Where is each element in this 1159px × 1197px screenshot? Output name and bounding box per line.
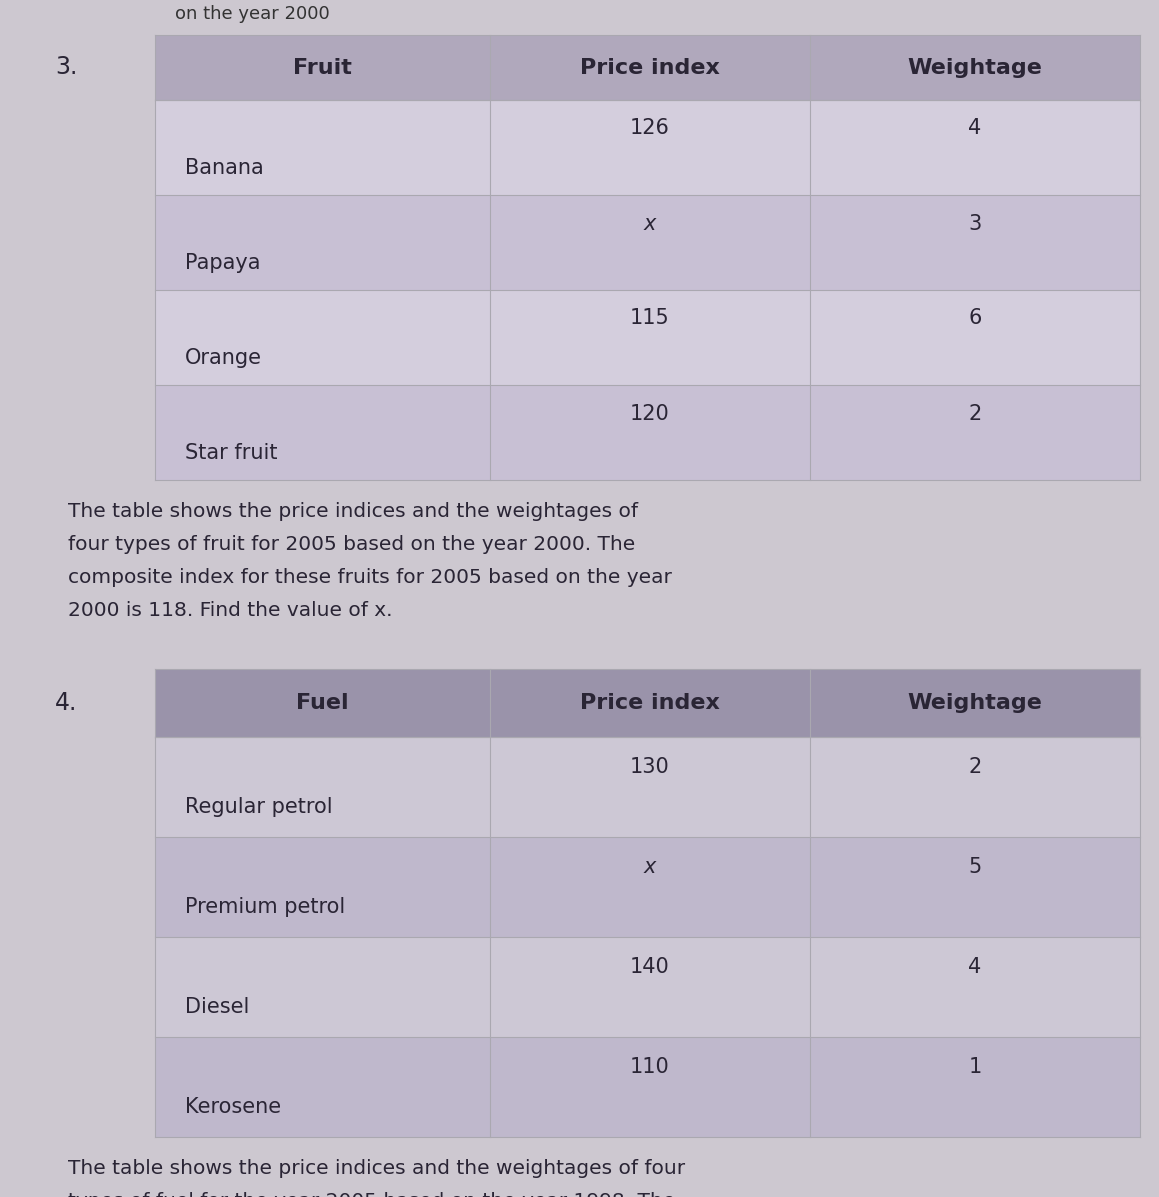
Text: 4.: 4. (54, 691, 78, 715)
Bar (155, 669, 490, 737)
Bar (490, 385, 810, 480)
Bar (155, 195, 490, 290)
Text: 120: 120 (630, 403, 670, 424)
Bar (155, 290, 490, 385)
Text: Premium petrol: Premium petrol (185, 897, 345, 917)
Text: 140: 140 (630, 956, 670, 977)
Text: Diesel: Diesel (185, 997, 249, 1017)
Bar (155, 35, 490, 101)
Bar (810, 737, 1140, 837)
Text: 6: 6 (968, 309, 982, 328)
Text: Star fruit: Star fruit (185, 443, 277, 463)
Text: 3.: 3. (54, 55, 78, 79)
Bar (490, 837, 810, 937)
Text: Weightage: Weightage (907, 693, 1042, 713)
Text: 126: 126 (630, 119, 670, 139)
Text: Regular petrol: Regular petrol (185, 797, 333, 818)
Bar (490, 35, 810, 101)
Text: x: x (643, 857, 656, 877)
Text: Kerosene: Kerosene (185, 1096, 282, 1117)
Bar (490, 737, 810, 837)
Bar (155, 837, 490, 937)
Bar (155, 101, 490, 195)
Text: composite index for these fruits for 2005 based on the year: composite index for these fruits for 200… (68, 569, 672, 587)
Text: four types of fruit for 2005 based on the year 2000. The: four types of fruit for 2005 based on th… (68, 535, 635, 554)
Bar (490, 937, 810, 1037)
Bar (810, 837, 1140, 937)
Text: 3: 3 (969, 213, 982, 233)
Text: Fuel: Fuel (297, 693, 349, 713)
Bar (490, 1037, 810, 1137)
Bar (490, 669, 810, 737)
Text: 2: 2 (969, 757, 982, 777)
Text: on the year 2000: on the year 2000 (175, 5, 330, 23)
Text: 110: 110 (630, 1057, 670, 1077)
Text: 4: 4 (969, 119, 982, 139)
Text: 2: 2 (969, 403, 982, 424)
Bar (810, 385, 1140, 480)
Text: 1: 1 (969, 1057, 982, 1077)
Text: Price index: Price index (580, 693, 720, 713)
Bar (155, 385, 490, 480)
Bar (490, 195, 810, 290)
Text: The table shows the price indices and the weightages of: The table shows the price indices and th… (68, 502, 637, 521)
Text: Price index: Price index (580, 57, 720, 78)
Bar (810, 290, 1140, 385)
Bar (810, 195, 1140, 290)
Text: types of fuel for the year 2005 based on the year 1998. The: types of fuel for the year 2005 based on… (68, 1192, 676, 1197)
Text: Weightage: Weightage (907, 57, 1042, 78)
Bar (490, 290, 810, 385)
Text: 115: 115 (630, 309, 670, 328)
Bar (155, 737, 490, 837)
Bar (810, 937, 1140, 1037)
Bar (810, 1037, 1140, 1137)
Text: 2000 is 118. Find the value of x.: 2000 is 118. Find the value of x. (68, 601, 393, 620)
Text: Fruit: Fruit (293, 57, 352, 78)
Text: 4: 4 (969, 956, 982, 977)
Text: Orange: Orange (185, 348, 262, 369)
Text: 130: 130 (630, 757, 670, 777)
Text: Papaya: Papaya (185, 254, 261, 273)
Bar (810, 35, 1140, 101)
Bar (155, 937, 490, 1037)
Text: Banana: Banana (185, 158, 264, 178)
Text: The table shows the price indices and the weightages of four: The table shows the price indices and th… (68, 1159, 685, 1178)
Bar (155, 1037, 490, 1137)
Text: x: x (643, 213, 656, 233)
Text: 5: 5 (969, 857, 982, 877)
Bar (810, 101, 1140, 195)
Bar (490, 101, 810, 195)
Bar (810, 669, 1140, 737)
